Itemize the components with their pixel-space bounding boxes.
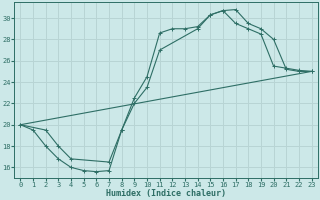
X-axis label: Humidex (Indice chaleur): Humidex (Indice chaleur) [106,189,226,198]
